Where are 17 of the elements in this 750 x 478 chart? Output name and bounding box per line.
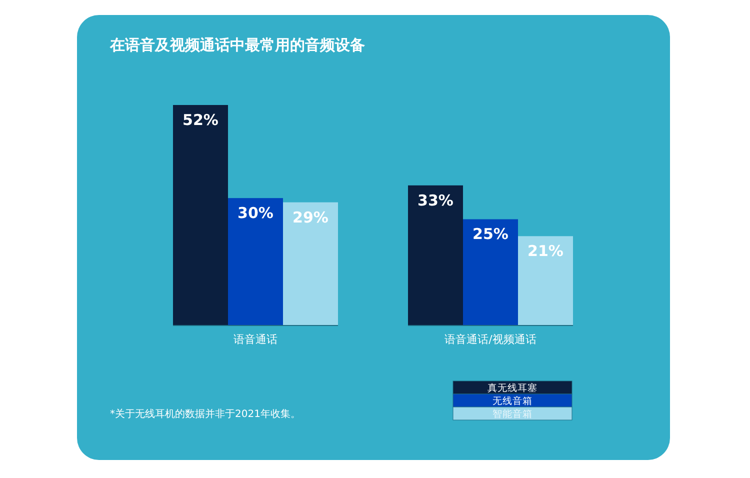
data-label: 30% (238, 204, 274, 222)
bar (463, 219, 518, 325)
bar (173, 105, 228, 325)
bar (283, 202, 338, 325)
text: *关于无线耳机的数据并非于2021年收集。 (110, 408, 300, 420)
bar (518, 236, 573, 325)
legend: 真无线耳塞 无线音箱 智能音箱 (452, 380, 572, 420)
data-label: 33% (418, 191, 454, 210)
data-label: 29% (292, 208, 328, 226)
bar (408, 185, 463, 325)
data-label: 25% (472, 225, 508, 244)
bar (228, 198, 283, 325)
x-tick-label: 语音通话 (234, 333, 278, 346)
data-label: 52% (182, 111, 218, 129)
x-tick-label: 语音通话/视频通话 (444, 333, 536, 346)
data-label: 21% (528, 242, 564, 260)
chart-title: 在语音及视频通话中最常用的音频设备 (109, 36, 365, 54)
